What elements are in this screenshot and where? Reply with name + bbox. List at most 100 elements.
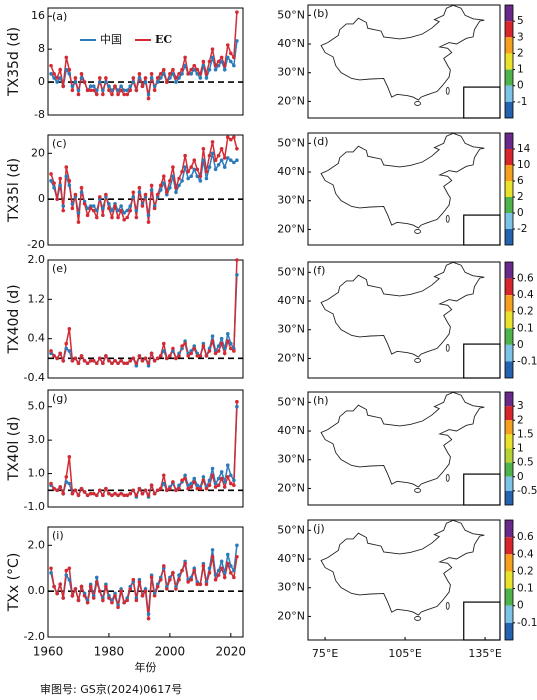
data-point <box>64 174 69 179</box>
data-point <box>186 580 190 584</box>
colorbar-segment <box>505 133 513 149</box>
colorbar-segment <box>505 406 513 421</box>
data-point <box>61 358 66 363</box>
data-point <box>204 176 209 181</box>
data-point <box>225 135 230 140</box>
colorbar-segment <box>505 197 513 213</box>
data-point <box>110 600 114 605</box>
data-point <box>229 158 233 163</box>
data-point <box>82 593 87 598</box>
panel-label: (g) <box>52 392 68 405</box>
data-point <box>177 573 181 577</box>
data-point <box>198 354 203 358</box>
data-point <box>149 188 154 192</box>
data-point <box>125 92 130 97</box>
data-point <box>85 600 90 605</box>
data-point <box>198 486 203 491</box>
data-point <box>58 351 62 356</box>
data-point <box>180 169 184 174</box>
data-point <box>49 72 53 76</box>
data-point <box>201 146 206 151</box>
colorbar-tick-label: 2 <box>517 191 524 203</box>
data-point <box>73 356 78 361</box>
data-point <box>52 76 56 80</box>
legend-label: EC <box>155 33 172 46</box>
lat-label: 30°N <box>277 194 305 207</box>
colorbar-tick-label: 0 <box>517 207 524 219</box>
colorbar-tick-label: 0 <box>517 600 524 612</box>
data-point <box>101 598 105 603</box>
data-point <box>61 208 66 213</box>
colorbar-tick-label: 14 <box>517 143 531 155</box>
data-point <box>177 486 181 491</box>
data-point <box>183 165 187 169</box>
data-point <box>76 493 81 498</box>
data-point <box>177 176 181 181</box>
data-point <box>186 176 190 181</box>
data-point <box>140 593 145 598</box>
footer: 审图号: GS京(2024)0617号 <box>40 682 182 696</box>
data-point <box>137 190 142 195</box>
data-point <box>67 566 72 571</box>
data-point <box>82 490 87 494</box>
data-point <box>101 361 105 366</box>
data-point <box>213 158 218 163</box>
data-point <box>119 204 123 208</box>
data-point <box>49 571 53 575</box>
data-point <box>58 176 62 181</box>
x-tick-label: 1960 <box>33 645 64 659</box>
data-point <box>210 473 215 478</box>
data-point <box>232 55 236 60</box>
data-point <box>104 584 108 589</box>
data-point <box>122 211 126 215</box>
data-point <box>161 341 166 346</box>
data-point <box>58 76 62 80</box>
data-point <box>97 76 102 80</box>
data-point <box>232 63 236 68</box>
data-point <box>149 483 154 488</box>
data-point <box>222 165 227 169</box>
data-point <box>207 67 212 72</box>
data-point <box>116 493 120 498</box>
data-point <box>201 564 206 568</box>
data-point <box>119 208 123 213</box>
data-point <box>232 349 236 353</box>
lat-label: 30°N <box>277 453 305 466</box>
data-point <box>235 146 239 151</box>
lat-label: 50°N <box>277 265 305 278</box>
data-point <box>49 63 53 68</box>
data-point <box>116 88 120 93</box>
data-point <box>204 76 209 80</box>
data-point <box>79 584 84 589</box>
data-point <box>67 481 72 486</box>
data-point <box>70 201 75 206</box>
data-point <box>131 80 136 84</box>
data-point <box>235 10 239 14</box>
data-point <box>177 577 181 582</box>
colorbar-tick-label: 3 <box>517 31 524 43</box>
data-point <box>131 195 136 199</box>
data-point <box>88 206 93 211</box>
country-outline <box>320 261 485 358</box>
data-point <box>88 84 93 88</box>
data-point <box>155 356 160 361</box>
data-point <box>143 80 148 84</box>
data-point <box>137 72 142 76</box>
data-point <box>55 76 59 80</box>
data-point <box>232 478 236 483</box>
data-point <box>104 80 108 84</box>
data-point <box>52 354 56 358</box>
data-point <box>213 63 218 68</box>
data-point <box>225 43 230 47</box>
data-point <box>213 67 218 72</box>
data-point <box>180 179 184 183</box>
data-point <box>101 206 105 211</box>
data-point <box>146 96 151 101</box>
data-point <box>161 67 166 72</box>
y-axis-label: TX35l (d) <box>6 158 22 223</box>
data-point <box>97 589 102 593</box>
data-point <box>195 483 200 488</box>
lon-label: 135°E <box>468 647 501 660</box>
island <box>445 86 450 95</box>
data-point <box>158 354 163 358</box>
